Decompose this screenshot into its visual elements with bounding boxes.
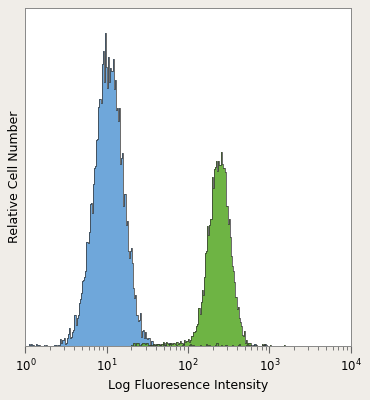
Y-axis label: Relative Cell Number: Relative Cell Number: [9, 111, 21, 244]
Polygon shape: [26, 33, 351, 346]
X-axis label: Log Fluoresence Intensity: Log Fluoresence Intensity: [108, 379, 268, 392]
Polygon shape: [26, 152, 351, 346]
